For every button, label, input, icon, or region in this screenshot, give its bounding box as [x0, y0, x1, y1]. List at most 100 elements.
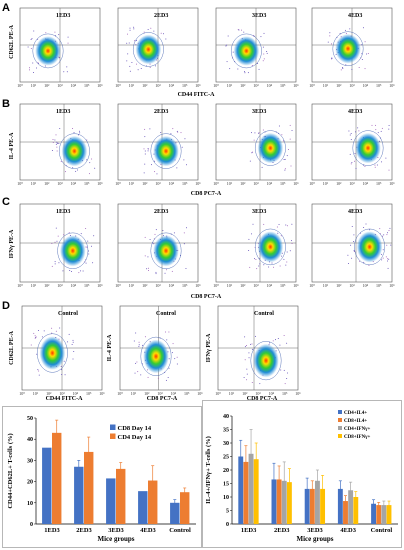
event-dot — [376, 164, 378, 166]
event-dot — [87, 240, 89, 242]
event-dot — [160, 131, 162, 133]
event-dot — [37, 329, 39, 331]
event-dot — [147, 369, 149, 371]
event-dot — [168, 331, 170, 333]
event-dot — [129, 65, 131, 67]
event-dot — [258, 265, 260, 267]
y-axis-title: IL-4+/IFNγ+ T-cells (%) — [205, 436, 212, 504]
sample-label: 4ED3 — [348, 109, 362, 115]
event-dot — [386, 260, 388, 262]
row-d-ylabel-3: IFNγ PE-A — [206, 333, 212, 362]
event-dot — [58, 142, 60, 144]
event-dot — [183, 232, 185, 234]
flow-plot-c-4: 4ED3 10⁰ 10¹ 10² 10³ 10⁴ 10⁵ 10⁶ — [309, 203, 395, 288]
event-dot — [354, 153, 356, 155]
event-dot — [173, 232, 175, 234]
event-dot — [286, 225, 288, 227]
density-contour — [150, 133, 182, 169]
event-dot — [36, 67, 38, 69]
event-dot — [63, 234, 65, 236]
x-tick-label: 10⁰ — [17, 83, 23, 88]
x-tick-label: 10¹ — [31, 83, 37, 88]
event-dot — [351, 225, 353, 227]
event-dot — [367, 53, 369, 55]
event-dot — [155, 271, 157, 273]
y-tick-label: 20 — [223, 468, 229, 474]
event-dot — [55, 143, 57, 145]
sample-label: Control — [58, 311, 78, 317]
event-dot — [140, 374, 142, 376]
event-dot — [90, 245, 92, 247]
x-tick-label: 10⁵ — [86, 391, 92, 396]
event-dot — [76, 169, 78, 171]
event-dot — [30, 39, 32, 41]
bar-chart-e: 0 10 20 30 40 50 1ED3 2ED3 3ED3 4ED3 Control Mice g… — [2, 406, 202, 548]
event-dot — [345, 64, 347, 66]
x-tick-label: 10³ — [349, 83, 355, 88]
x-tick-label: 10² — [240, 83, 246, 88]
event-dot — [55, 134, 57, 136]
event-dot — [32, 71, 34, 73]
event-dot — [63, 71, 65, 73]
row-b-ylabel: IL-4 PE-A — [9, 132, 15, 160]
event-dot — [56, 146, 58, 148]
event-dot — [266, 51, 268, 53]
event-dot — [278, 223, 280, 225]
event-dot — [229, 68, 231, 70]
y-tick-label: 25 — [223, 455, 229, 461]
density-contour — [59, 133, 90, 169]
event-dot — [138, 345, 140, 347]
event-dot — [351, 162, 353, 164]
legend-swatch — [338, 434, 342, 438]
event-dot — [33, 30, 35, 32]
event-dot — [144, 163, 146, 165]
event-dot — [54, 241, 56, 243]
y-axis-title: CD44+CD62L+ T-cells (%) — [7, 433, 14, 508]
legend-swatch — [110, 424, 116, 430]
x-tick-label: 10¹ — [227, 181, 233, 186]
x-tick-label: 10⁵ — [182, 181, 188, 186]
sample-label: 3ED3 — [252, 109, 266, 115]
event-dot — [126, 42, 128, 44]
event-dot — [164, 272, 166, 274]
density-cluster — [356, 231, 383, 263]
x-tick-label: 10² — [44, 283, 50, 288]
event-dot — [35, 336, 37, 338]
x-tick-label: 10⁶ — [293, 83, 299, 88]
x-tick-label: 10¹ — [323, 283, 329, 288]
event-dot — [383, 234, 385, 236]
density-cluster — [35, 36, 61, 66]
event-dot — [284, 383, 286, 385]
x-tick-label: 10⁵ — [182, 83, 188, 88]
event-dot — [358, 67, 360, 69]
event-dot — [357, 127, 359, 129]
event-dot — [244, 359, 246, 361]
event-dot — [154, 160, 156, 162]
bar — [343, 501, 348, 524]
event-dot — [347, 254, 349, 256]
event-dot — [374, 164, 376, 166]
event-dot — [85, 228, 87, 230]
row-a-xlabel: CD44 FITC-A — [178, 92, 215, 98]
event-dot — [80, 233, 82, 235]
legend-label: CD8+IFNγ+ — [344, 435, 371, 440]
x-tick-label: 10⁴ — [267, 283, 273, 288]
event-dot — [279, 265, 281, 267]
event-dot — [342, 68, 344, 70]
event-dot — [160, 32, 162, 34]
event-dot — [363, 261, 365, 263]
x-tick-label: 10¹ — [323, 83, 329, 88]
event-dot — [363, 226, 365, 228]
event-dot — [285, 224, 287, 226]
event-dot — [54, 263, 56, 265]
density-cluster — [253, 343, 279, 378]
event-dot — [164, 331, 166, 333]
event-dot — [388, 230, 390, 232]
event-dot — [286, 251, 288, 253]
flow-plot-a-3: 3ED3 10⁰ 10¹ 10² 10³ 10⁴ 10⁵ 10⁶ — [213, 7, 299, 88]
event-dot — [259, 263, 261, 265]
event-dot — [51, 327, 53, 329]
event-dot — [80, 270, 82, 272]
x-tick-label: 10² — [44, 181, 50, 186]
density-contour — [230, 33, 262, 69]
